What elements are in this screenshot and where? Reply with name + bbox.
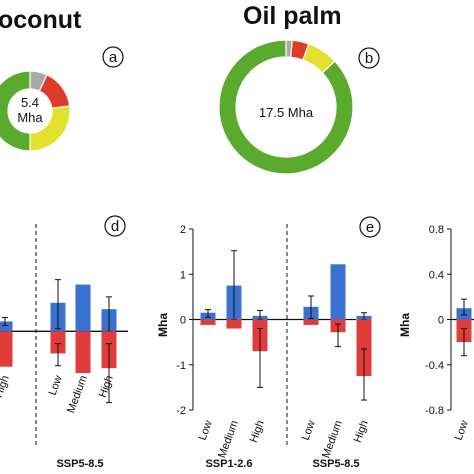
panel-d-cat-g1-c1: Medium bbox=[65, 374, 90, 415]
scenario-label-e-left: SSP1-2.6 bbox=[205, 458, 252, 470]
panel-e-cat-g1-c2: High bbox=[352, 419, 371, 444]
panel-e-bar-g0-c1-s1 bbox=[226, 319, 242, 329]
panel-e-ytick-label-2: 0 bbox=[180, 315, 186, 327]
panel-letter-d: d bbox=[111, 218, 119, 235]
panel-e-cat-g0-c2: High bbox=[248, 419, 267, 444]
donut-a-label-line2: Mha bbox=[17, 110, 43, 125]
panel-e-ytick-label-4: 2 bbox=[180, 224, 186, 236]
panel-f-ytick-label-2: 0 bbox=[438, 315, 444, 327]
donut-b-label: 17.5 Mha bbox=[259, 105, 314, 120]
scenario-label-e-right: SSP5-8.5 bbox=[312, 458, 359, 470]
panel-badge-a: a bbox=[102, 46, 124, 68]
panel-e-ytick-label-0: -2 bbox=[176, 405, 186, 417]
donut-chart-b bbox=[218, 39, 354, 175]
panel-d-bar-g0-c2-s0 bbox=[0, 321, 13, 332]
panel-e-bar-g0-c0-s1 bbox=[200, 319, 216, 325]
oil-palm-title: Oil palm bbox=[243, 2, 342, 30]
panel-d-bar-g0-c2-s1 bbox=[0, 331, 13, 367]
scenario-label-d-right: SSP5-8.5 bbox=[56, 458, 103, 470]
panel-e-cat-g1-c1: Medium bbox=[320, 419, 345, 460]
panel-badge-b: b bbox=[358, 47, 380, 69]
panel-d-bar-g1-c1-s0 bbox=[75, 284, 91, 332]
donut-chart-a bbox=[0, 70, 71, 152]
panel-d-cat-g1-c0: Low bbox=[47, 374, 65, 397]
panel-f-ytick-label-3: 0.4 bbox=[429, 269, 444, 281]
panel-f-ytick-label-4: 0.8 bbox=[429, 224, 444, 236]
panel-letter-a: a bbox=[109, 49, 118, 66]
panel-d-cat-g1-c2: High bbox=[97, 374, 116, 399]
panel-f-ytick-label-1: -0.4 bbox=[425, 360, 444, 372]
donut-a-label-line1: 5.4 bbox=[21, 95, 39, 110]
coconut-title: oconut bbox=[0, 6, 82, 34]
panel-d-cat-g0-c2: High bbox=[0, 374, 12, 399]
donut-b-slice-3 bbox=[218, 39, 354, 175]
panel-e-ytick-label-3: 1 bbox=[180, 269, 186, 281]
panel-e-bar-g1-c2-s1 bbox=[356, 319, 372, 377]
panel-d-bar-g1-c0-s1 bbox=[50, 331, 66, 354]
donut-a-slice-3 bbox=[0, 70, 31, 152]
panel-f-ylabel: Mha bbox=[398, 313, 412, 337]
panel-d-bar-g1-c1-s1 bbox=[75, 331, 91, 374]
panel-letter-b: b bbox=[365, 50, 373, 67]
panel-badge-d: d bbox=[104, 215, 126, 237]
panel-letter-e: e bbox=[366, 219, 374, 236]
panel-e-cat-g0-c1: Medium bbox=[216, 419, 241, 460]
panel-e-bar-g1-c1-s0 bbox=[330, 264, 346, 320]
bar-panel-f: -0.8 -0.4 0 0.4 0.8 Low bbox=[425, 224, 474, 442]
panel-e-cat-g1-c0: Low bbox=[300, 419, 318, 442]
panel-e-ytick-label-1: -1 bbox=[176, 360, 186, 372]
panel-e-bar-g1-c0-s1 bbox=[303, 319, 319, 325]
panel-badge-e: e bbox=[359, 216, 381, 238]
panel-e-cat-g0-c0: Low bbox=[197, 419, 215, 442]
panel-e-ylabel: Mha bbox=[156, 313, 170, 337]
panel-f-cat-g0-c0: Low bbox=[453, 419, 471, 442]
panel-f-ytick-label-0: -0.8 bbox=[425, 405, 444, 417]
